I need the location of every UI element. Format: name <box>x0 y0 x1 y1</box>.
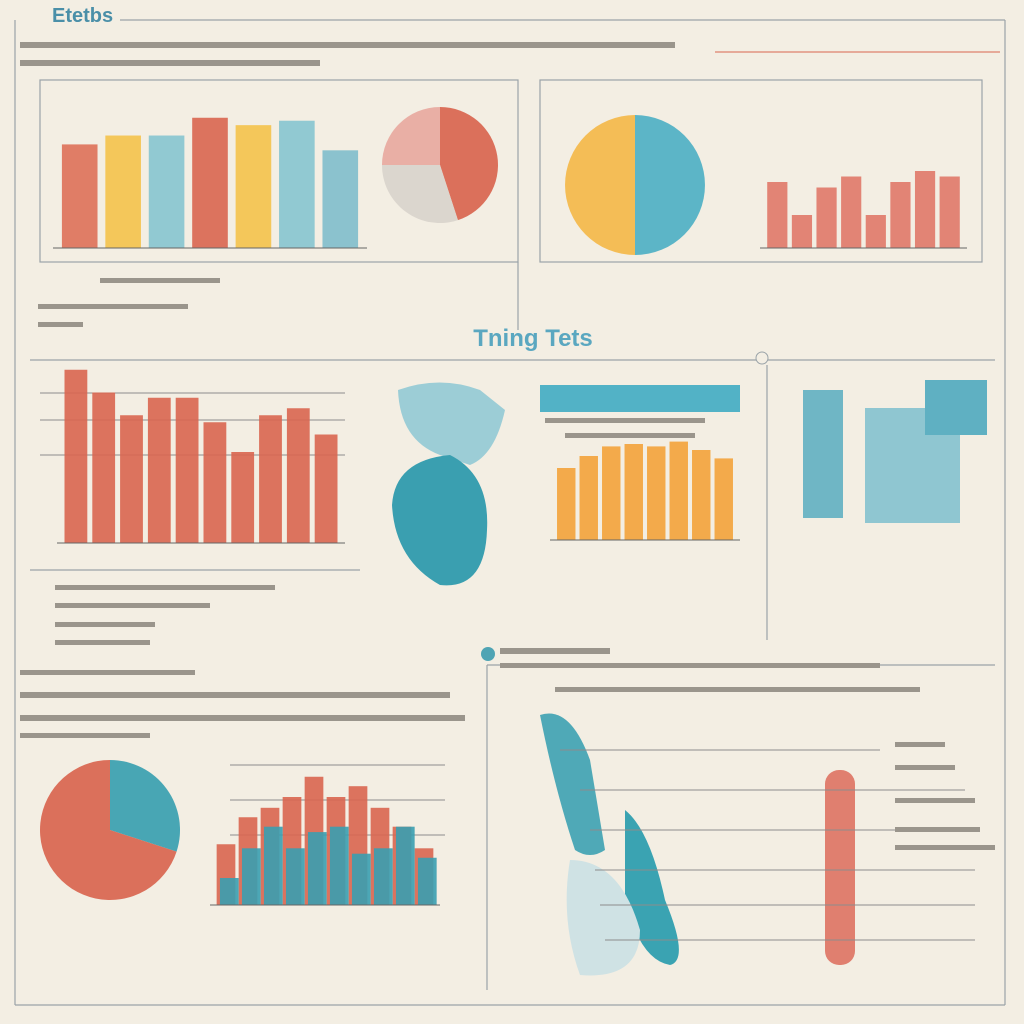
bar <box>865 215 886 248</box>
section-title: Tning Tets <box>473 325 593 352</box>
bar <box>417 857 437 905</box>
pie-slice <box>382 107 440 165</box>
bar <box>263 826 283 905</box>
blob <box>540 713 605 855</box>
bar <box>235 125 272 248</box>
bar <box>286 408 310 543</box>
bar <box>203 422 227 543</box>
bar <box>241 848 261 905</box>
bar <box>285 848 305 905</box>
bar <box>307 832 327 905</box>
page-title: Etetbs <box>52 5 113 27</box>
block <box>925 380 987 435</box>
pie-slice <box>110 760 180 852</box>
blob <box>566 860 640 976</box>
bar <box>175 397 199 543</box>
bar <box>841 176 862 248</box>
block <box>825 770 855 965</box>
pie-slice <box>565 115 635 255</box>
bar <box>602 446 621 540</box>
banner <box>540 385 740 412</box>
bar <box>939 176 960 248</box>
blob <box>392 455 488 586</box>
pie-slice <box>40 760 177 900</box>
bar <box>767 182 788 248</box>
blob <box>398 382 505 465</box>
bar <box>259 415 282 543</box>
bar <box>351 853 371 905</box>
bar <box>373 848 393 905</box>
bar <box>231 452 255 543</box>
bar <box>890 182 911 248</box>
bar <box>105 135 141 248</box>
bar <box>322 150 359 248</box>
bar <box>714 458 733 540</box>
bar <box>395 826 415 905</box>
bar <box>557 468 576 540</box>
pie-slice <box>382 165 458 223</box>
bar <box>148 135 185 248</box>
bar <box>329 826 349 905</box>
bar <box>624 444 643 540</box>
bar <box>147 397 171 543</box>
bar <box>279 120 315 248</box>
bar <box>219 878 239 905</box>
bar <box>120 415 143 543</box>
bar <box>816 187 837 248</box>
marker <box>755 351 769 365</box>
bar <box>61 144 98 248</box>
bar <box>692 450 711 540</box>
bar <box>669 441 688 540</box>
block <box>803 390 843 518</box>
bar <box>92 392 116 543</box>
pie-slice <box>440 107 499 221</box>
pie-slice <box>635 115 705 255</box>
text-placeholder <box>20 42 995 850</box>
marker <box>481 647 495 661</box>
bar <box>647 446 666 540</box>
bar <box>64 369 88 543</box>
bar <box>192 117 228 248</box>
bar <box>914 171 936 248</box>
bar <box>314 434 338 543</box>
bar <box>579 456 598 540</box>
bar <box>791 215 813 248</box>
